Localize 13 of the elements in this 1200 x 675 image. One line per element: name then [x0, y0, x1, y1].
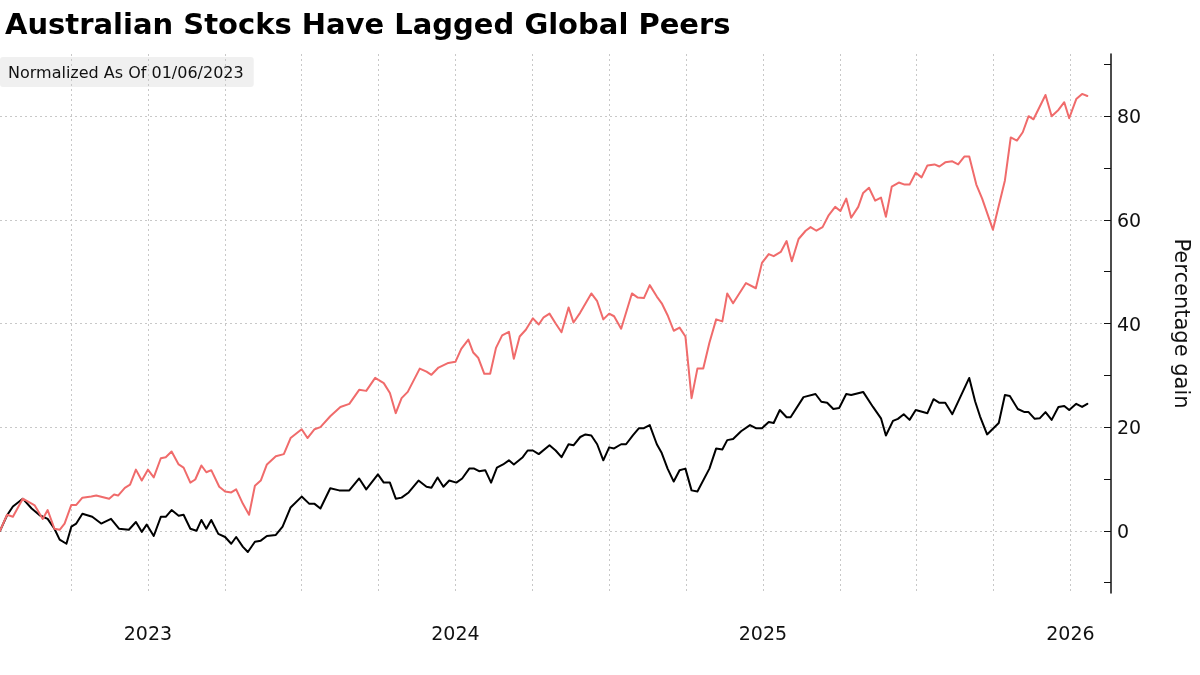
legend-title: Normalized As Of 01/06/2023: [8, 62, 244, 82]
chart-title: Australian Stocks Have Lagged Global Peers: [5, 6, 731, 41]
x-tick-label: 2025: [738, 621, 788, 644]
y-tick-label: 20: [1117, 416, 1142, 439]
line-series: [0, 92, 1089, 532]
x-tick-label: 2023: [123, 621, 173, 644]
x-tick-label: 2024: [431, 621, 480, 644]
y-tick-label: 60: [1117, 208, 1142, 231]
y-tick-label: 0: [1117, 519, 1130, 542]
y-tick-label: 40: [1117, 312, 1142, 335]
y-axis-title: Percentage gain: [1169, 238, 1194, 409]
y-tick-label: 80: [1117, 105, 1142, 128]
x-tick-label: 2026: [1046, 621, 1095, 644]
